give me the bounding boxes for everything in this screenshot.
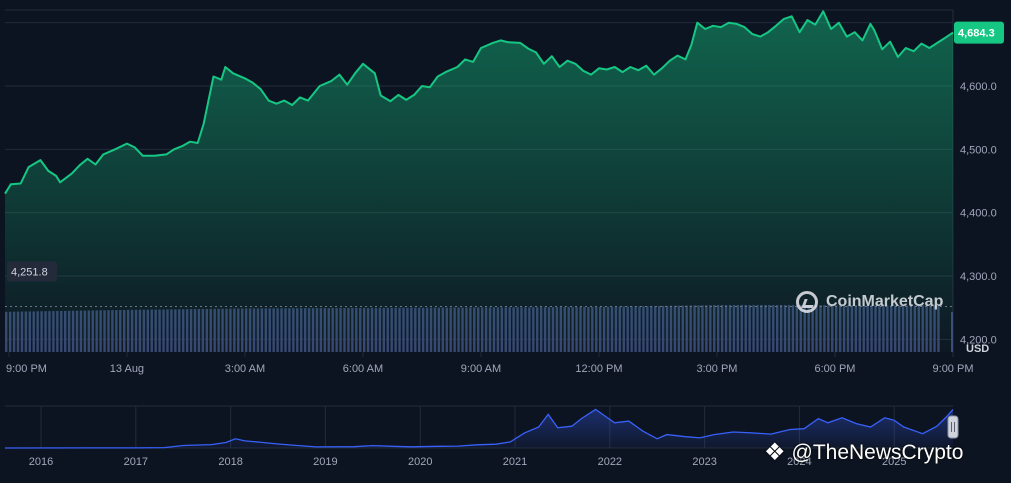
overview-year-label: 2019: [313, 456, 337, 468]
overview-chart[interactable]: 2016 2017 2018 2019 2020 2021 2022 2023 2024 2025: [4, 405, 959, 468]
overview-year-label: 2020: [408, 456, 432, 468]
overview-area-fill: [5, 409, 953, 448]
x-tick-label: 3:00 AM: [225, 363, 265, 375]
current-price-badge: [954, 21, 1004, 44]
overview-line: [4, 408, 954, 449]
diamond-logo-icon: ❖: [764, 439, 786, 466]
reference-price-badge: [7, 261, 57, 282]
coinmarketcap-text: CoinMarketCap: [826, 293, 944, 310]
y-tick-label: 4,300.0: [960, 271, 997, 283]
overview-year-label: 2016: [29, 456, 53, 468]
x-axis: 9:00 PM 13 Aug 3:00 AM 6:00 AM 9:00 AM 12:00 …: [6, 352, 973, 375]
x-tick-label: 6:00 AM: [343, 363, 383, 375]
coinmarketcap-watermark: CoinMarketCap: [796, 291, 943, 313]
currency-label: USD: [966, 343, 989, 355]
thenewscrypto-watermark: ❖ @TheNewsCrypto: [764, 438, 963, 467]
x-tick-label: 12:00 PM: [575, 363, 622, 375]
range-handle[interactable]: [947, 415, 959, 439]
overview-year-label: 2017: [124, 456, 148, 468]
price-area-fill: [5, 11, 953, 353]
y-axis: 4,200.0 4,300.0 4,400.0 4,500.0 4,600.0 USD: [960, 81, 997, 355]
x-tick-label: 9:00 AM: [461, 363, 501, 375]
current-price-label: 4,684.3: [958, 28, 995, 40]
y-tick-label: 4,400.0: [960, 208, 997, 220]
reference-price-label: 4,251.8: [11, 267, 48, 279]
overview-year-label: 2022: [598, 456, 622, 468]
coinmarketcap-logo-icon: [796, 291, 818, 313]
price-area: [4, 10, 954, 353]
x-tick-label: 13 Aug: [110, 363, 144, 375]
overview-year-label: 2025: [882, 456, 906, 468]
overview-year-label: 2023: [692, 456, 716, 468]
x-tick-label: 9:00 PM: [933, 363, 974, 375]
x-tick-label: 6:00 PM: [815, 363, 856, 375]
y-tick-label: 4,200.0: [960, 334, 997, 346]
y-tick-label: 4,500.0: [960, 144, 997, 156]
thenewscrypto-text: @TheNewsCrypto: [791, 440, 964, 464]
x-tick-label: 9:00 PM: [6, 363, 47, 375]
current-price: 4,684.3: [954, 21, 1004, 44]
overview-year-label: 2021: [503, 456, 527, 468]
x-tick-label: 3:00 PM: [696, 363, 737, 375]
overview-year-label: 2024: [787, 456, 811, 468]
price-line: [4, 10, 954, 195]
y-tick-label: 4,600.0: [960, 81, 997, 93]
overview-year-label: 2018: [218, 456, 242, 468]
reference-price: 4,251.8: [5, 261, 953, 308]
